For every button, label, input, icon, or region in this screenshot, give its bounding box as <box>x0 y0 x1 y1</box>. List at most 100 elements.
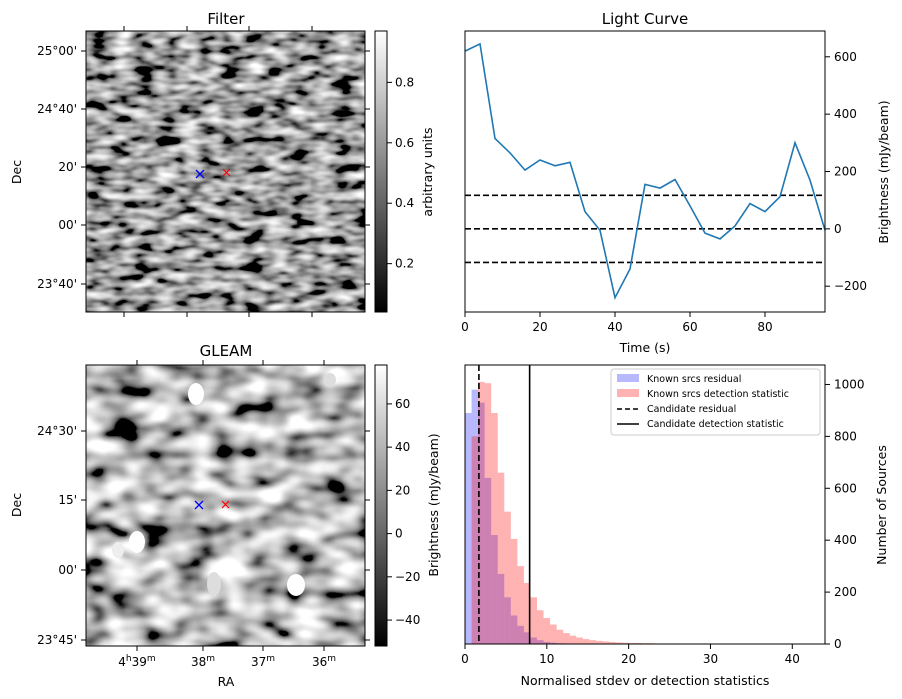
histogram-bar-detection <box>622 642 629 644</box>
histogram-bar-detection <box>569 635 577 644</box>
histogram-y-tick-label: 1000 <box>834 377 865 391</box>
histogram-bars <box>465 381 812 644</box>
filter-y-tick-label: 00' <box>58 218 77 232</box>
gleam-x-tick-minutes-unit: m <box>327 654 336 664</box>
histogram-bar-detection <box>589 640 596 644</box>
histogram-bar-detection <box>550 624 557 644</box>
lightcurve-y-tick-label: 0 <box>834 222 842 236</box>
gleam-colorbar-ticks: 60 40 20 0 −20 −40 <box>387 397 420 627</box>
histogram-bar-detection <box>523 583 531 644</box>
histogram-y-tick-label: 600 <box>834 481 857 495</box>
histogram-bar-detection <box>582 639 590 644</box>
histogram-bar-residual <box>537 640 544 644</box>
gleam-title: GLEAM <box>200 342 253 360</box>
gleam-x-tick-label: 4h39m <box>118 654 155 669</box>
histogram-x-tick-label: 0 <box>461 652 469 666</box>
histogram-bar-detection <box>510 538 518 644</box>
filter-title: Filter <box>207 10 245 28</box>
histogram-bar-detection <box>576 637 583 644</box>
gleam-colorbar <box>374 364 388 647</box>
gleam-x-tick-label: 37m <box>251 654 275 669</box>
gleam-colorbar-tick-label: 60 <box>395 397 410 411</box>
gleam-x-tick-minutes: 37 <box>251 655 266 669</box>
filter-colorbar-tick-label: 0.8 <box>395 75 414 89</box>
gleam-colorbar-tick-label: −40 <box>395 613 420 627</box>
legend-label-candidate-detection: Candidate detection statistic <box>647 419 784 430</box>
histogram-bar-detection <box>517 566 524 644</box>
histogram-bar-detection <box>595 640 603 644</box>
histogram-bar-residual <box>510 615 518 644</box>
lightcurve-plot-area <box>465 31 825 312</box>
filter-colorbar-tick-label: 0.4 <box>395 196 414 210</box>
histogram-bar-detection <box>543 618 551 644</box>
filter-y-tick-label: 23°40' <box>37 277 77 291</box>
gleam-y-tick-label: 00' <box>58 563 77 577</box>
gleam-candidate-marker <box>194 500 204 510</box>
filter-colorbar <box>374 30 388 313</box>
histogram-bar-residual <box>523 632 531 644</box>
gleam-x-tick-minutes: 38 <box>191 655 206 669</box>
histogram-x-tick-label: 40 <box>785 652 800 666</box>
lightcurve-y-axis: −200 0 200 400 600 <box>825 50 867 293</box>
gleam-x-tick-minutes-unit: m <box>147 654 156 664</box>
filter-reference-marker <box>222 168 231 177</box>
lightcurve-x-tick-label: 60 <box>682 320 697 334</box>
histogram-bar-detection <box>537 610 544 644</box>
histogram-bar-residual <box>517 625 524 644</box>
histogram-x-tick-label: 20 <box>621 652 636 666</box>
lightcurve-y-tick-label: 200 <box>834 165 857 179</box>
histogram-bar-detection <box>491 413 498 644</box>
histogram-x-axis: 0 10 20 30 40 <box>461 644 800 666</box>
histogram-bar-detection <box>628 642 636 644</box>
gleam-x-axis: 4h39m 38m 37m 36m <box>118 360 336 669</box>
gleam-ylabel: Dec <box>9 493 24 517</box>
histogram-ylabel: Number of Sources <box>874 445 889 565</box>
filter-y-tick-label: 20' <box>58 160 77 174</box>
histogram-bar-residual <box>478 402 485 644</box>
filter-candidate-marker <box>195 169 205 179</box>
lightcurve-x-tick-label: 80 <box>757 320 772 334</box>
lightcurve-panel: Light Curve 0 20 40 60 80 −200 0 200 400 600 Tim… <box>461 10 891 355</box>
filter-edge-ticks <box>123 26 313 317</box>
histogram-bar-residual <box>497 573 505 644</box>
histogram-y-tick-label: 0 <box>834 637 842 651</box>
gleam-colorbar-label: Brightness (mJy/beam) <box>426 433 441 576</box>
histogram-bar-residual <box>471 389 479 644</box>
histogram-bar-detection <box>504 511 511 644</box>
legend-box <box>610 368 821 436</box>
gleam-y-axis: 24°30' 15' 00' 23°45' <box>37 424 370 647</box>
gleam-colorbar-tick-label: 40 <box>395 440 410 454</box>
lightcurve-y-tick-label: −200 <box>834 279 867 293</box>
filter-y-tick-label: 25°00' <box>37 44 77 58</box>
histogram-bar-detection <box>635 642 642 644</box>
histogram-bar-residual <box>504 597 511 644</box>
filter-y-axis: 25°00' 24°40' 20' 00' 23°40' <box>37 44 370 291</box>
histogram-bar-residual <box>530 637 537 644</box>
gleam-x-tick-minutes: 36 <box>312 655 327 669</box>
histogram-bar-detection <box>556 629 564 644</box>
lightcurve-ylabel: Brightness (mJy/beam) <box>876 100 891 243</box>
lightcurve-series-line <box>464 42 826 301</box>
histogram-bar-detection <box>471 436 479 644</box>
filter-colorbar-tick-label: 0.6 <box>395 136 414 150</box>
histogram-bar-detection <box>602 641 609 644</box>
histogram-x-tick-label: 30 <box>703 652 718 666</box>
gleam-image <box>86 365 365 646</box>
histogram-bar-detection <box>497 472 505 644</box>
histogram-x-tick-label: 10 <box>539 652 554 666</box>
gleam-xlabel: RA <box>218 674 235 689</box>
gleam-x-tick-label: 36m <box>312 654 336 669</box>
legend-label-candidate-residual: Candidate residual <box>647 404 736 415</box>
histogram-y-tick-label: 800 <box>834 429 857 443</box>
gleam-x-tick-hours-unit: h <box>126 654 132 664</box>
histogram-candidate-lines <box>478 365 531 644</box>
histogram-frame <box>464 364 826 645</box>
histogram-bar-detection <box>609 641 616 644</box>
histogram-xlabel: Normalised stdev or detection statistics <box>521 673 770 688</box>
histogram-panel: 0 10 20 30 40 0 200 400 600 800 1000 Normalised s… <box>461 364 889 688</box>
histogram-y-tick-label: 200 <box>834 585 857 599</box>
histogram-bar-residual <box>491 534 498 644</box>
gleam-x-tick-minutes: 39 <box>132 655 147 669</box>
gleam-x-tick-minutes-unit: m <box>266 654 275 664</box>
